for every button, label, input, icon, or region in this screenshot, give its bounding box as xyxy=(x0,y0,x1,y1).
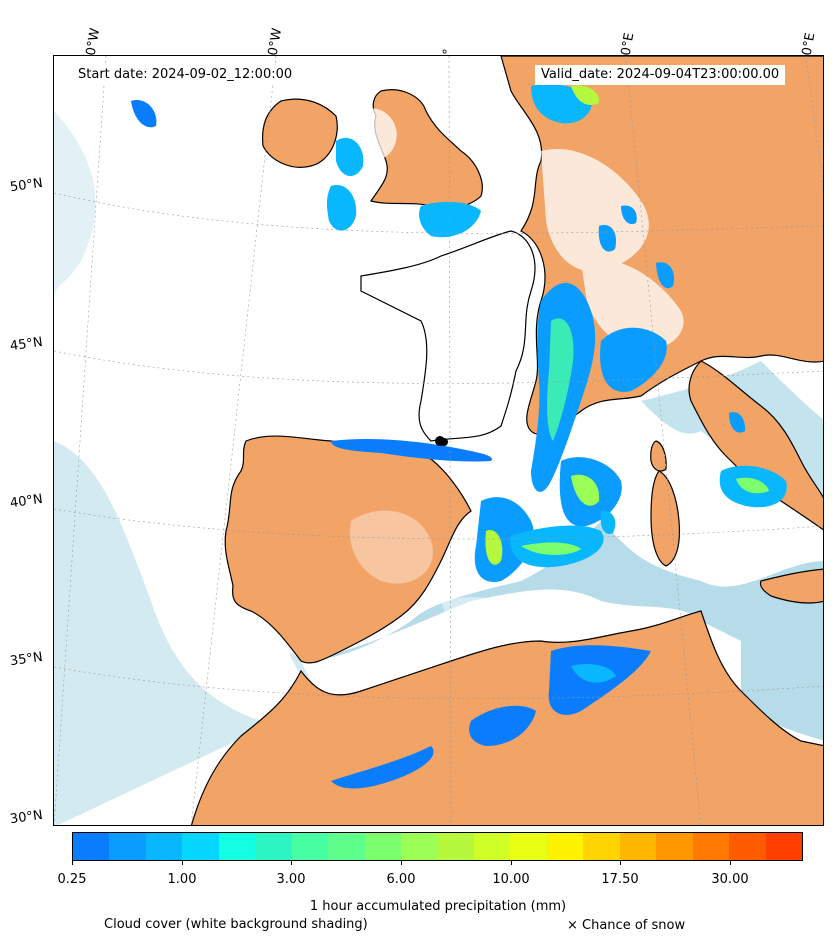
lat-label-40n: 40°N xyxy=(9,491,44,512)
colorbar-segment xyxy=(109,833,146,860)
lat-label-30n: 30°N xyxy=(9,807,44,828)
lat-label-45n: 45°N xyxy=(9,334,44,355)
lat-label-50n: 50°N xyxy=(9,175,44,196)
lat-label-35n: 35°N xyxy=(9,649,44,670)
colorbar-tick-label: 10.00 xyxy=(492,872,530,887)
graticule xyxy=(54,56,823,825)
cloud-cover xyxy=(350,108,684,638)
land-france xyxy=(360,230,536,442)
colorbar-segment xyxy=(401,833,438,860)
colorbar-segment xyxy=(583,833,620,860)
colorbar-tick-label: 6.00 xyxy=(386,872,416,887)
colorbar-segment xyxy=(729,833,766,860)
land-sicily xyxy=(759,568,823,604)
colorbar-segment xyxy=(182,833,219,860)
colorbar-segment xyxy=(364,833,402,860)
colorbar-segment xyxy=(510,833,547,860)
colorbar-segment xyxy=(656,833,693,860)
colorbar-segment xyxy=(619,833,657,860)
map-frame xyxy=(53,55,824,826)
start-date-label: Start date: 2024-09-02_12:00:00 xyxy=(72,65,299,85)
precipitation-colorbar xyxy=(72,832,803,861)
colorbar-segment xyxy=(291,833,329,860)
land-ireland xyxy=(261,98,338,168)
colorbar-tick-label: 1.00 xyxy=(167,872,197,887)
colorbar-tick-label: 3.00 xyxy=(276,872,306,887)
colorbar-segment xyxy=(546,833,584,860)
colorbar-tickmark xyxy=(401,861,402,865)
colorbar-segment xyxy=(255,833,292,860)
colorbar-segment xyxy=(692,833,730,860)
valid-date-label: Valid_date: 2024-09-04T23:00:00.00 xyxy=(535,65,786,85)
precipitation-map xyxy=(54,56,823,825)
colorbar-segment xyxy=(328,833,365,860)
colorbar-tick-label: 0.25 xyxy=(57,872,87,887)
colorbar-tickmark xyxy=(620,861,621,865)
colorbar-label: 1 hour accumulated precipitation (mm) xyxy=(309,899,567,914)
colorbar-tickmark xyxy=(511,861,512,865)
colorbar-tick-label: 30.00 xyxy=(711,872,749,887)
cloud-cover-note: Cloud cover (white background shading) xyxy=(104,917,368,932)
colorbar-segment xyxy=(73,833,110,860)
colorbar-segment xyxy=(765,833,803,860)
colorbar-segment xyxy=(218,833,256,860)
land-corsica xyxy=(650,440,667,472)
colorbar-segment xyxy=(473,833,511,860)
land-italy xyxy=(688,360,823,531)
location-marker xyxy=(440,438,448,446)
colorbar-tickmark xyxy=(291,861,292,865)
colorbar-segment xyxy=(437,833,474,860)
colorbar-tickmark xyxy=(730,861,731,865)
colorbar-tickmark xyxy=(72,861,73,865)
colorbar-tick-label: 17.50 xyxy=(601,872,639,887)
snow-chance-note: × Chance of snow xyxy=(567,918,686,933)
colorbar-segment xyxy=(145,833,183,860)
colorbar-tickmark xyxy=(182,861,183,865)
land-sardinia xyxy=(650,470,681,567)
